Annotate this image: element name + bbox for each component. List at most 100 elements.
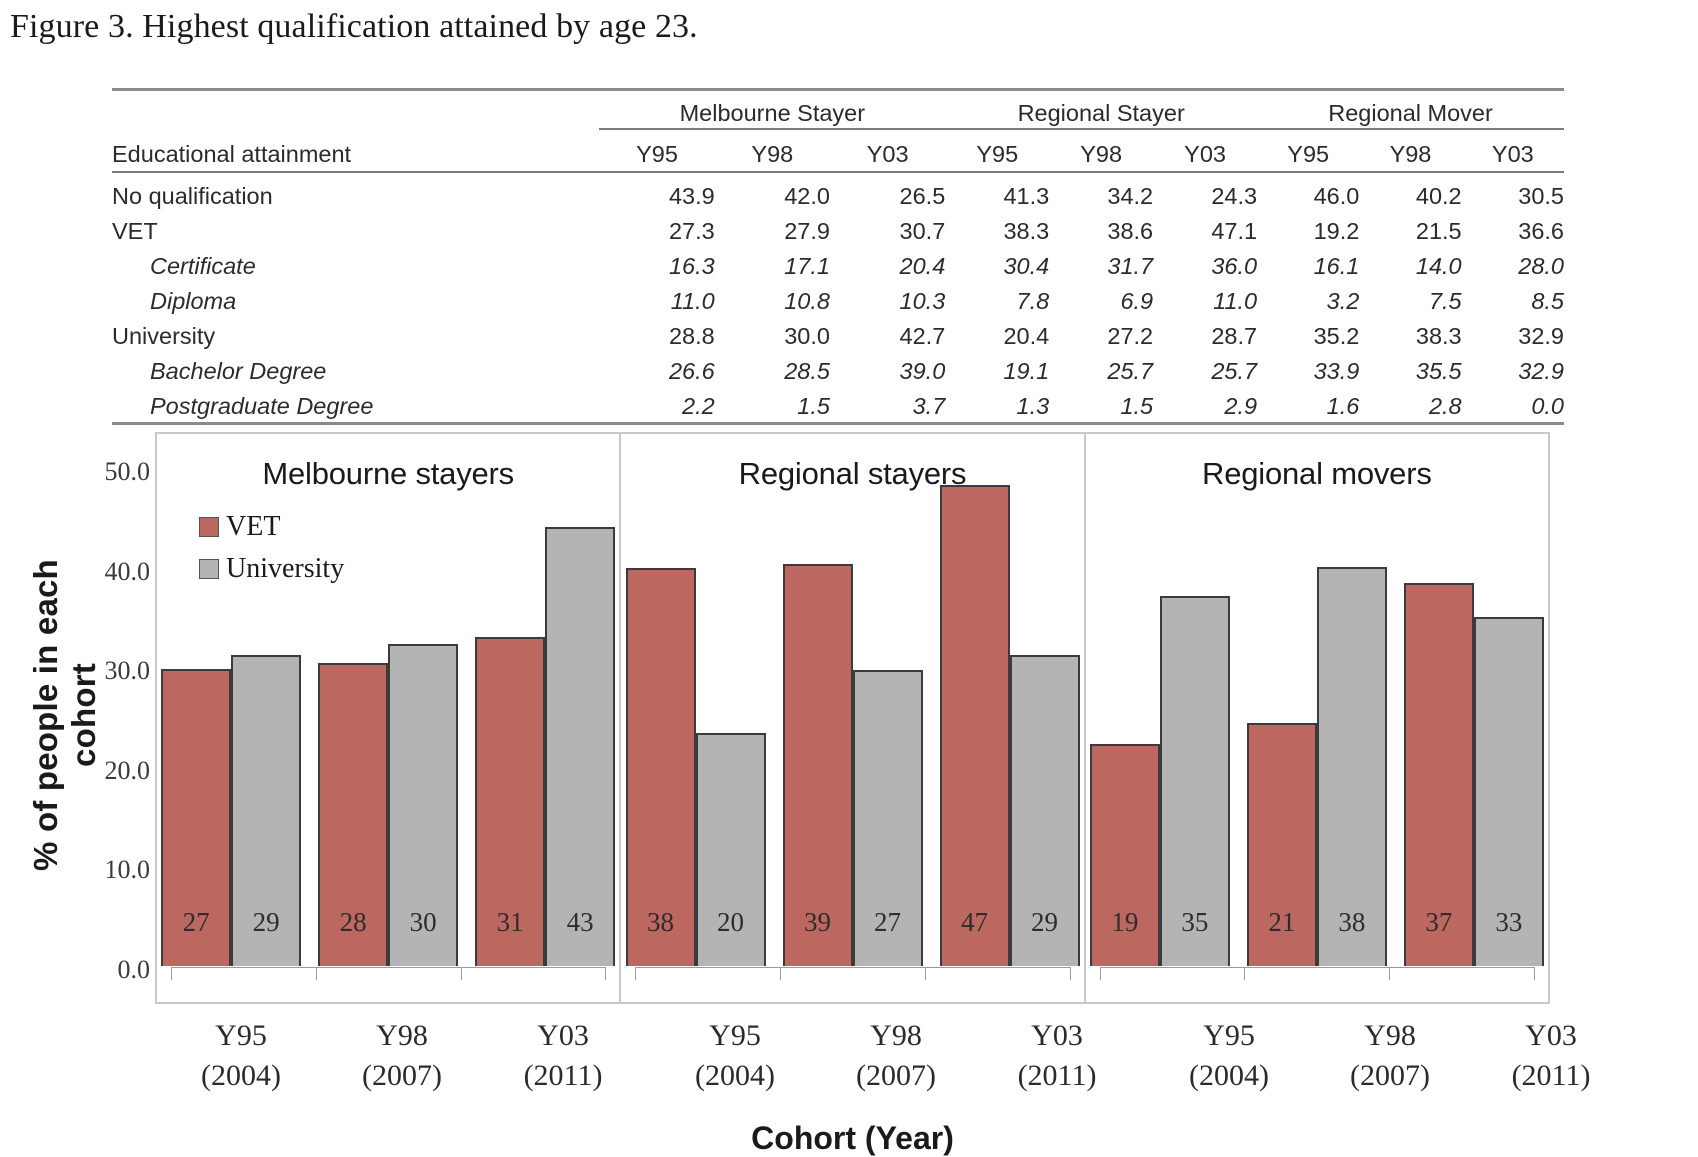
y-axis-tick-labels: 50.0 40.0 30.0 20.0 10.0 0.0 (76, 432, 151, 984)
bar-value-label: 29 (252, 907, 280, 937)
x-axis-category-label: Y03 (2011) (985, 1016, 1129, 1134)
table-cell-value: 32.9 (1518, 322, 1564, 349)
table-cell-value: 42.0 (784, 182, 830, 209)
x-axis-cohort-year: (2007) (362, 1058, 442, 1092)
bar-vet[interactable]: 38 (625, 567, 696, 966)
x-axis-cohort-year: (2004) (695, 1058, 775, 1092)
x-axis-tick (460, 967, 462, 980)
table-cell-value: 0.0 (1461, 383, 1564, 425)
table-column-header-row: Educational attainment Y95 Y98 Y03 Y95 Y… (112, 129, 1564, 173)
x-axis-cohort-year: (2011) (1511, 1058, 1591, 1092)
bar-vet[interactable]: 31 (475, 637, 546, 966)
bar-university[interactable]: 29 (1009, 655, 1080, 966)
x-axis-cohort-code: Y98 (870, 1019, 922, 1052)
x-axis-cohort-code: Y98 (1364, 1019, 1416, 1052)
bar-vet[interactable]: 19 (1089, 743, 1160, 966)
bar-group: 31 43 (475, 468, 616, 966)
chart-panel: Regional stayers 38 20 39 27 47 29 (619, 434, 1083, 1002)
column-header-ms-y95: Y95 (599, 129, 715, 173)
x-axis-cohort-code: Y03 (537, 1019, 589, 1052)
table-cell-value: 3.2 (1326, 287, 1360, 314)
bar-vet[interactable]: 37 (1403, 582, 1474, 966)
x-axis-cohort-code: Y95 (709, 1019, 761, 1052)
table-cell-value: 11.0 (670, 287, 715, 314)
group-header-regional-stayer: Regional Stayer (945, 89, 1258, 130)
table-row: University 28.8 30.0 42.7 20.4 27.2 28.7 35.2 38… (112, 313, 1564, 348)
table-cell-value: 2.8 (1359, 383, 1462, 425)
legend-item[interactable]: University (199, 548, 344, 590)
bar-university[interactable]: 35 (1159, 595, 1230, 966)
table-cell-value: 30.0 (784, 322, 830, 349)
table-cell-value: 35.5 (1415, 357, 1462, 384)
bar-university[interactable]: 33 (1473, 617, 1544, 966)
bar-vet[interactable]: 27 (161, 669, 232, 966)
x-axis-cohort-code: Y98 (376, 1019, 428, 1052)
table-cell-value: 36.0 (1211, 252, 1258, 279)
table-row: Postgraduate Degree 2.2 1.5 3.7 1.3 1.5 2.9 1.6… (112, 383, 1564, 425)
x-axis-panel-labels: Y95 (2004) Y98 (2007) Y03 (2011) (649, 1016, 1143, 1134)
attainment-table-container: Melbourne Stayer Regional Stayer Regiona… (112, 88, 1564, 425)
group-header-melbourne-stayer: Melbourne Stayer (599, 89, 946, 130)
table-cell-value: 33.9 (1313, 357, 1360, 384)
x-axis-cohort-code: Y95 (1203, 1019, 1255, 1052)
legend-item[interactable]: VET (199, 506, 344, 548)
table-cell-value: 38.6 (1107, 217, 1154, 244)
x-axis-cohort-year: (2007) (856, 1058, 936, 1092)
bar-vet[interactable]: 47 (939, 484, 1010, 966)
column-header-rs-y03: Y03 (1153, 129, 1258, 173)
bar-university[interactable]: 20 (695, 732, 766, 966)
column-header-ms-y03: Y03 (829, 129, 946, 173)
x-axis-tick (171, 967, 172, 980)
table-cell-value: 1.3 (945, 383, 1050, 425)
x-axis-cohort-code: Y03 (1525, 1019, 1577, 1052)
table-cell-value: 1.5 (1049, 383, 1154, 425)
column-header-rm-y98: Y98 (1359, 129, 1462, 173)
table-row-label: Bachelor Degree (150, 357, 327, 384)
table-cell-value: 39.0 (899, 357, 946, 384)
bar-value-label: 30 (409, 907, 437, 937)
table-cell-value: 27.3 (668, 217, 715, 244)
table-cell-value: 8.5 (1531, 287, 1564, 314)
table-row: Certificate 16.3 17.1 20.4 30.4 31.7 36.0 16.1 1… (112, 243, 1564, 278)
table-cell-value: 2.2 (599, 383, 715, 425)
x-axis-tick (1244, 967, 1246, 980)
bar-university[interactable]: 43 (545, 526, 616, 966)
bar-group: 19 35 (1089, 468, 1230, 966)
legend-item-label: VET (226, 511, 281, 542)
x-axis-tick (1389, 967, 1391, 980)
bar-university[interactable]: 38 (1316, 566, 1387, 966)
x-axis-tick (780, 967, 782, 980)
table-cell-value: 26.6 (668, 357, 715, 384)
bar-vet[interactable]: 21 (1246, 722, 1317, 966)
table-row: VET 27.3 27.9 30.7 38.3 38.6 47.1 19.2 21.5 36.6 (112, 208, 1564, 243)
bar-university[interactable]: 29 (231, 655, 302, 966)
x-axis-tick (635, 967, 637, 980)
x-axis-category-label: Y95 (2004) (1157, 1016, 1301, 1134)
table-cell-value: 28.5 (784, 357, 830, 384)
bar-value-label: 31 (496, 907, 524, 937)
table-cell-value: 25.7 (1211, 357, 1258, 384)
table-header: Melbourne Stayer Regional Stayer Regiona… (112, 89, 1564, 173)
bar-vet[interactable]: 28 (318, 663, 389, 966)
table-cell-value: 21.5 (1415, 217, 1462, 244)
table-cell-value: 34.2 (1107, 182, 1154, 209)
x-axis-line (171, 967, 607, 980)
table-cell-value: 20.4 (899, 252, 946, 279)
bar-value-label: 28 (339, 907, 367, 937)
chart-panel: Melbourne stayers VET University 27 29 28 30 31… (157, 434, 619, 1002)
bar-vet[interactable]: 39 (782, 563, 853, 966)
bar-university[interactable]: 27 (852, 670, 923, 966)
x-axis-category-label: Y95 (2004) (663, 1016, 807, 1134)
bar-university[interactable]: 30 (388, 644, 459, 966)
x-axis-category-label: Y95 (2004) (169, 1016, 313, 1134)
table-cell-value: 16.1 (1313, 252, 1360, 279)
table-cell-value: 28.7 (1211, 322, 1258, 349)
x-axis-tick (315, 967, 317, 980)
column-header-rs-y98: Y98 (1049, 129, 1154, 173)
legend-item-label: University (226, 553, 345, 584)
column-header-rs-y95: Y95 (945, 129, 1050, 173)
table-cell-value: 10.3 (899, 287, 946, 314)
legend-swatch-icon (199, 517, 219, 537)
table-cell-value: 7.8 (1016, 287, 1050, 314)
x-axis-category-label: Y03 (2011) (491, 1016, 635, 1134)
